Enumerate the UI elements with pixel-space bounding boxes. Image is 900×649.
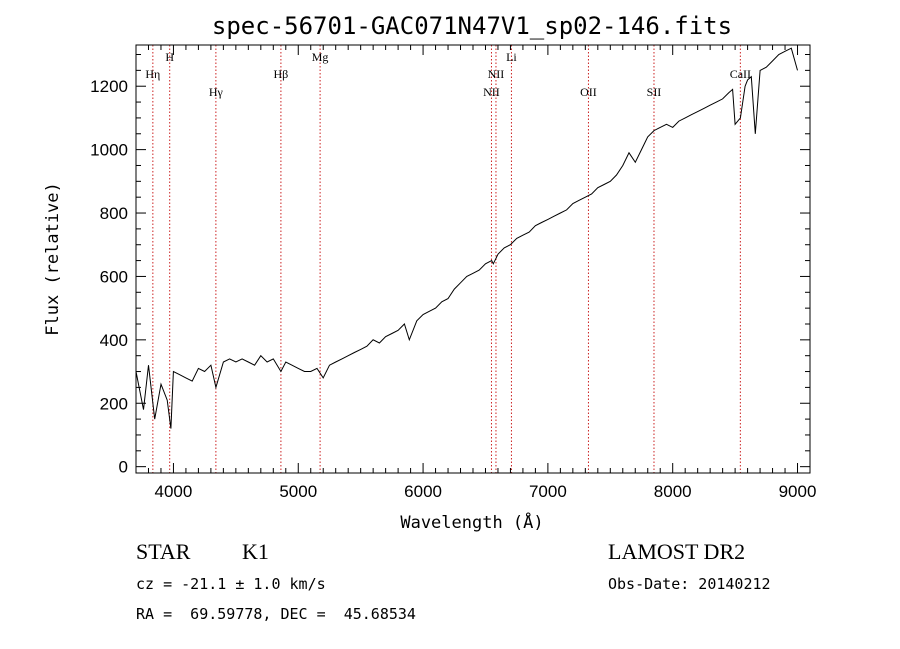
x-tick-label: 7000 [529, 482, 567, 501]
spectral-line-label: Hβ [274, 67, 289, 81]
object-subclass: K1 [242, 539, 269, 564]
x-tick-label: 8000 [654, 482, 692, 501]
obs-date: Obs-Date: 20140212 [608, 575, 771, 593]
spectral-line-label: Hη [145, 67, 160, 81]
y-tick-label: 400 [100, 331, 128, 350]
redshift-text: cz = -21.1 ± 1.0 km/s [136, 575, 326, 593]
spectral-line-label: CaII [730, 67, 751, 81]
y-axis-label: Flux (relative) [43, 182, 63, 336]
y-tick-label: 800 [100, 204, 128, 223]
spectrum-line [135, 47, 798, 429]
y-tick-label: 600 [100, 267, 128, 286]
y-tick-label: 1000 [90, 141, 128, 160]
coordinates-text: RA = 69.59778, DEC = 45.68534 [136, 605, 416, 623]
y-tick-label: 1200 [90, 77, 128, 96]
x-tick-label: 5000 [279, 482, 317, 501]
spectral-line-label: OII [580, 85, 597, 99]
plot-frame [135, 44, 811, 474]
spectral-line-label: NII [483, 85, 500, 99]
x-tick-label: 6000 [404, 482, 442, 501]
chart-title: spec-56701-GAC071N47V1_sp02-146.fits [212, 12, 732, 40]
x-tick-label: 9000 [779, 482, 817, 501]
spectral-line-label: Hγ [209, 85, 224, 99]
spectral-line-label: Li [506, 50, 517, 64]
object-class: STAR [136, 539, 191, 564]
x-axis-label: Wavelength (Å) [400, 511, 543, 533]
survey-name: LAMOST DR2 [608, 539, 745, 564]
spectral-line-label: H [165, 50, 174, 64]
y-tick-label: 0 [119, 458, 128, 477]
y-tick-label: 200 [100, 394, 128, 413]
spectral-line-label: NII [488, 67, 505, 81]
spectral-line-label: SII [647, 85, 662, 99]
axis-ticks: 4000 5000 6000 7000 8000 9000 0 200 400 600 800 100… [90, 45, 816, 501]
x-tick-label: 4000 [155, 482, 193, 501]
spectral-line-label: Mg [312, 50, 329, 64]
